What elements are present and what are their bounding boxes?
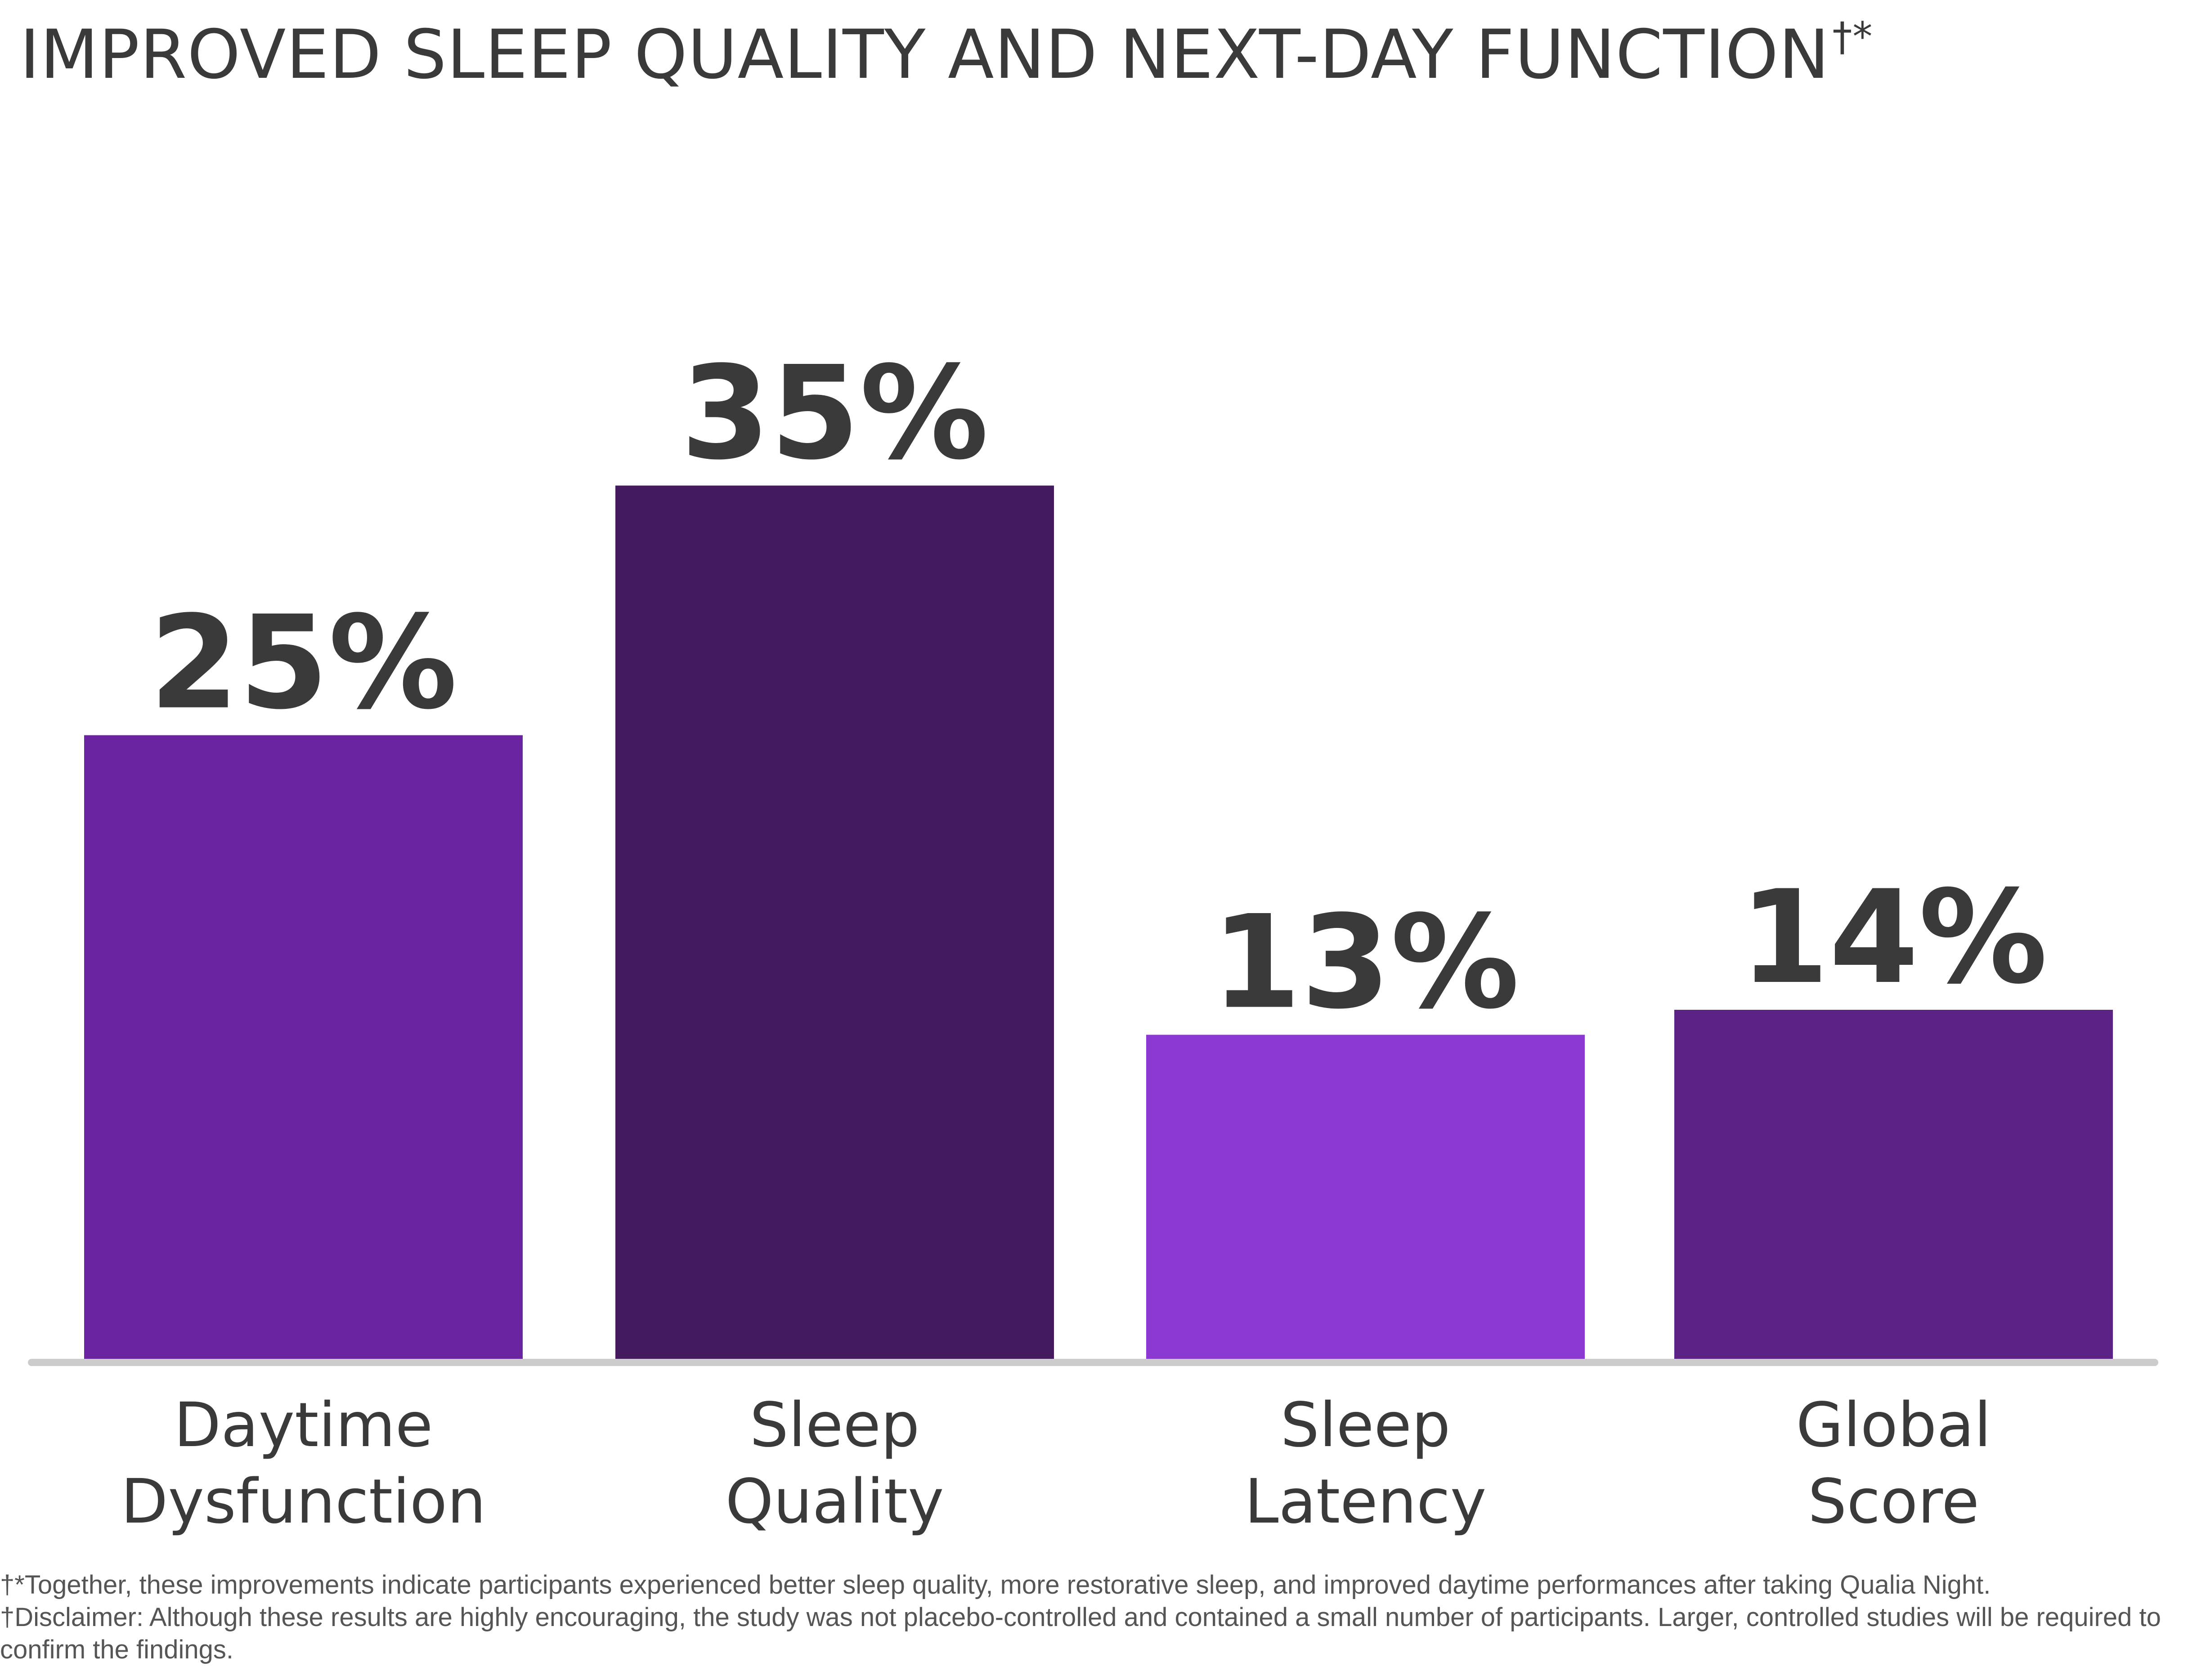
footnote-summary: †*Together, these improvements indicate … [0, 1570, 1991, 1599]
title-footnote-marks: †* [1832, 13, 1873, 60]
category-label-line: Daytime [174, 1390, 433, 1461]
bar-daytime-dysfunction [84, 735, 523, 1359]
category-label-line: Score [1808, 1466, 1979, 1537]
category-label-line: Global [1796, 1390, 1991, 1461]
footnotes: †*Together, these improvements indicate … [0, 1569, 2197, 1666]
category-label-global-score: Global Score [1796, 1390, 1991, 1537]
value-label-sleep-latency: 13% [1211, 888, 1520, 1038]
category-label-line: Dysfunction [121, 1466, 486, 1537]
value-label-global-score: 14% [1740, 863, 2048, 1012]
category-label-line: Sleep [1281, 1390, 1451, 1461]
chart-title-text: IMPROVED SLEEP QUALITY AND NEXT-DAY FUNC… [20, 16, 1830, 94]
value-label-sleep-quality: 35% [681, 339, 989, 488]
category-label-line: Quality [726, 1466, 944, 1537]
category-label-daytime-dysfunction: Daytime Dysfunction [121, 1390, 486, 1537]
chart-title: IMPROVED SLEEP QUALITY AND NEXT-DAY FUNC… [20, 15, 1873, 94]
bar-global-score [1674, 1010, 2113, 1359]
value-label-daytime-dysfunction: 25% [149, 589, 457, 738]
bar-sleep-quality [615, 485, 1054, 1359]
category-label-line: Sleep [750, 1390, 920, 1461]
category-label-line: Latency [1245, 1466, 1487, 1537]
footnote-disclaimer: †Disclaimer: Although these results are … [0, 1603, 2161, 1664]
category-label-sleep-latency: Sleep Latency [1245, 1390, 1487, 1537]
bar-sleep-latency [1146, 1035, 1585, 1359]
category-label-sleep-quality: Sleep Quality [726, 1390, 944, 1537]
